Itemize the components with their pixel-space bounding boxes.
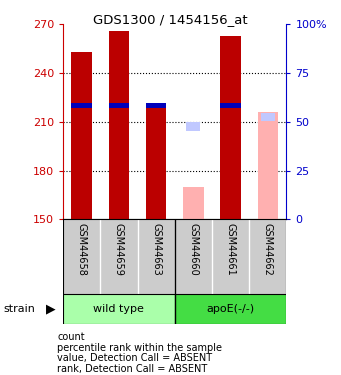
Bar	[72, 103, 92, 108]
Text: count: count	[57, 332, 85, 342]
Bar	[261, 113, 275, 121]
Text: ▶: ▶	[46, 303, 55, 316]
Bar	[146, 104, 166, 219]
Bar	[249, 219, 286, 294]
Bar	[146, 103, 166, 108]
Text: GSM44659: GSM44659	[114, 223, 124, 276]
Bar	[72, 52, 92, 219]
Bar	[220, 103, 241, 108]
Bar	[109, 31, 129, 219]
Bar	[183, 187, 204, 219]
Bar	[100, 219, 137, 294]
Bar	[175, 219, 212, 294]
Text: percentile rank within the sample: percentile rank within the sample	[57, 343, 222, 352]
Text: GSM44660: GSM44660	[188, 223, 198, 276]
Text: GSM44661: GSM44661	[226, 223, 236, 276]
Text: GSM44662: GSM44662	[263, 223, 273, 276]
Text: GDS1300 / 1454156_at: GDS1300 / 1454156_at	[93, 13, 248, 26]
Bar	[109, 103, 129, 108]
Bar	[220, 36, 241, 219]
Text: wild type: wild type	[93, 304, 144, 314]
Bar	[175, 294, 286, 324]
Text: apoE(-/-): apoE(-/-)	[207, 304, 255, 314]
Text: rank, Detection Call = ABSENT: rank, Detection Call = ABSENT	[57, 364, 208, 374]
Bar	[212, 219, 249, 294]
Bar	[257, 112, 278, 219]
Bar	[137, 219, 175, 294]
Text: value, Detection Call = ABSENT: value, Detection Call = ABSENT	[57, 353, 212, 363]
Bar	[186, 123, 201, 131]
Text: strain: strain	[3, 304, 35, 314]
Bar	[63, 219, 100, 294]
Bar	[63, 294, 175, 324]
Text: GSM44663: GSM44663	[151, 223, 161, 276]
Text: GSM44658: GSM44658	[77, 223, 87, 276]
